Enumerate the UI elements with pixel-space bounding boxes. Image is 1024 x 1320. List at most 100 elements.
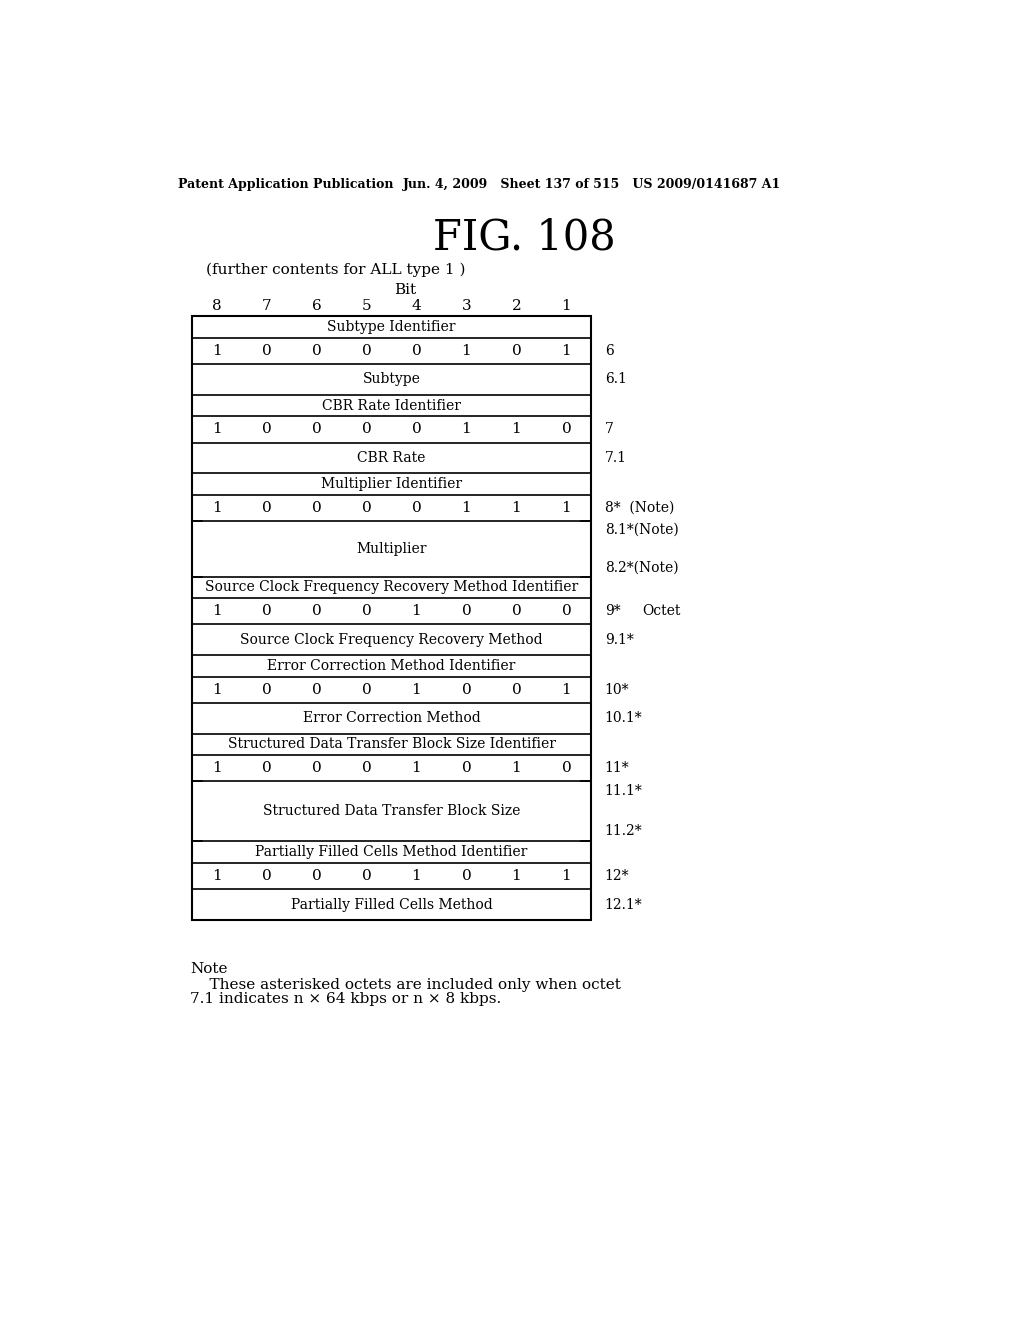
Text: 1: 1 (512, 502, 521, 515)
Text: 0: 0 (262, 605, 271, 618)
Text: 0: 0 (512, 605, 521, 618)
Text: 1: 1 (212, 502, 221, 515)
Text: 1: 1 (412, 762, 421, 775)
Text: 1: 1 (512, 869, 521, 883)
Text: 0: 0 (262, 869, 271, 883)
Text: 12.1*: 12.1* (604, 898, 642, 912)
Text: Subtype: Subtype (362, 372, 421, 387)
Text: 0: 0 (311, 345, 322, 358)
Text: 1: 1 (512, 762, 521, 775)
Text: Structured Data Transfer Block Size: Structured Data Transfer Block Size (263, 804, 520, 818)
Text: 0: 0 (561, 422, 571, 437)
Text: Jun. 4, 2009   Sheet 137 of 515   US 2009/0141687 A1: Jun. 4, 2009 Sheet 137 of 515 US 2009/01… (403, 178, 781, 190)
Text: Structured Data Transfer Block Size Identifier: Structured Data Transfer Block Size Iden… (227, 738, 555, 751)
Text: 1: 1 (561, 869, 571, 883)
Text: FIG. 108: FIG. 108 (433, 216, 616, 259)
Text: 0: 0 (462, 869, 471, 883)
Text: 0: 0 (462, 762, 471, 775)
Text: 0: 0 (561, 762, 571, 775)
Text: 0: 0 (361, 869, 372, 883)
Text: 11*: 11* (604, 762, 630, 775)
Text: Source Clock Frequency Recovery Method Identifier: Source Clock Frequency Recovery Method I… (205, 581, 579, 594)
Text: 1: 1 (212, 869, 221, 883)
Text: These asterisked octets are included only when octet: These asterisked octets are included onl… (190, 978, 621, 991)
Text: 1: 1 (412, 682, 421, 697)
Text: Multiplier: Multiplier (356, 541, 427, 556)
Text: 0: 0 (311, 605, 322, 618)
Text: 0: 0 (311, 422, 322, 437)
Text: 7: 7 (262, 298, 271, 313)
Text: 0: 0 (462, 682, 471, 697)
Text: 8.1*(Note): 8.1*(Note) (604, 523, 678, 536)
Text: 0: 0 (412, 422, 421, 437)
Text: 5: 5 (361, 298, 372, 313)
Text: 1: 1 (561, 345, 571, 358)
Text: 10.1*: 10.1* (604, 711, 642, 725)
Bar (191, 317, 592, 920)
Text: 0: 0 (361, 502, 372, 515)
Text: 0: 0 (262, 422, 271, 437)
Text: 0: 0 (412, 345, 421, 358)
Text: 0: 0 (311, 869, 322, 883)
Text: 8*  (Note): 8* (Note) (604, 502, 674, 515)
Text: 0: 0 (512, 682, 521, 697)
Text: 2: 2 (512, 298, 521, 313)
Text: 0: 0 (361, 605, 372, 618)
Text: 1: 1 (462, 422, 471, 437)
Text: 1: 1 (561, 682, 571, 697)
Text: 1: 1 (561, 298, 571, 313)
Text: 1: 1 (512, 422, 521, 437)
Text: 1: 1 (462, 502, 471, 515)
Text: 9*: 9* (604, 605, 621, 618)
Text: 0: 0 (311, 682, 322, 697)
Text: 3: 3 (462, 298, 471, 313)
Text: 0: 0 (262, 762, 271, 775)
Text: Patent Application Publication: Patent Application Publication (178, 178, 394, 190)
Text: 0: 0 (262, 345, 271, 358)
Text: 8.2*(Note): 8.2*(Note) (604, 561, 678, 576)
Text: 1: 1 (561, 502, 571, 515)
Text: 0: 0 (561, 605, 571, 618)
Text: 0: 0 (262, 502, 271, 515)
Text: CBR Rate: CBR Rate (357, 451, 426, 465)
Text: Octet: Octet (642, 605, 680, 618)
Text: 0: 0 (262, 682, 271, 697)
Text: 7.1 indicates n × 64 kbps or n × 8 kbps.: 7.1 indicates n × 64 kbps or n × 8 kbps. (190, 991, 502, 1006)
Text: Error Correction Method: Error Correction Method (303, 711, 480, 725)
Text: 4: 4 (412, 298, 421, 313)
Text: 12*: 12* (604, 869, 629, 883)
Text: Multiplier Identifier: Multiplier Identifier (321, 477, 462, 491)
Text: 1: 1 (462, 345, 471, 358)
Text: 0: 0 (412, 502, 421, 515)
Text: 1: 1 (412, 869, 421, 883)
Text: 0: 0 (462, 605, 471, 618)
Text: 0: 0 (512, 345, 521, 358)
Text: Partially Filled Cells Method: Partially Filled Cells Method (291, 898, 493, 912)
Text: CBR Rate Identifier: CBR Rate Identifier (322, 399, 461, 413)
Text: Partially Filled Cells Method Identifier: Partially Filled Cells Method Identifier (255, 845, 527, 859)
Text: 1: 1 (212, 422, 221, 437)
Text: 1: 1 (212, 682, 221, 697)
Text: 6.1: 6.1 (604, 372, 627, 387)
Text: 1: 1 (212, 762, 221, 775)
Text: Subtype Identifier: Subtype Identifier (328, 319, 456, 334)
Text: 0: 0 (361, 682, 372, 697)
Text: 7.1: 7.1 (604, 451, 627, 465)
Text: 6: 6 (311, 298, 322, 313)
Text: Source Clock Frequency Recovery Method: Source Clock Frequency Recovery Method (241, 632, 543, 647)
Text: 10*: 10* (604, 682, 629, 697)
Text: 9.1*: 9.1* (604, 632, 634, 647)
Text: 0: 0 (361, 345, 372, 358)
Text: 7: 7 (604, 422, 613, 437)
Text: 0: 0 (311, 502, 322, 515)
Text: 1: 1 (212, 605, 221, 618)
Text: Note: Note (190, 962, 227, 977)
Text: (further contents for ALL type 1 ): (further contents for ALL type 1 ) (206, 263, 465, 277)
Text: Bit: Bit (394, 284, 417, 297)
Text: 0: 0 (311, 762, 322, 775)
Text: 6: 6 (604, 345, 613, 358)
Text: Error Correction Method Identifier: Error Correction Method Identifier (267, 659, 516, 673)
Text: 8: 8 (212, 298, 221, 313)
Text: 0: 0 (361, 422, 372, 437)
Text: 11.2*: 11.2* (604, 825, 642, 838)
